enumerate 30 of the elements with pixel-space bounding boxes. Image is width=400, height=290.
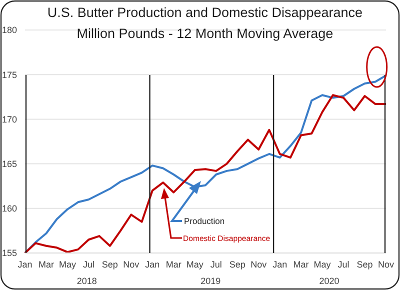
y-tick-label: 155	[2, 248, 17, 258]
x-tick-label: Mar	[293, 259, 309, 270]
x-tick-label: Sep	[229, 259, 246, 270]
x-tick-label: Jul	[338, 259, 350, 270]
x-tick-label: Mar	[166, 259, 182, 270]
y-tick-label: 175	[2, 70, 17, 80]
x-tick-label: Jul	[82, 259, 94, 270]
x-tick-label: Sep	[102, 259, 118, 270]
x-tick-label: Nov	[378, 259, 394, 270]
x-tick-label: May	[314, 259, 332, 270]
x-tick-label: Nov	[250, 259, 268, 270]
y-tick-label: 170	[2, 114, 17, 124]
chart-title: U.S. Butter Production and Domestic Disappearance	[47, 5, 363, 20]
text: 2018	[76, 276, 97, 286]
x-tick-label: Jan	[272, 259, 288, 270]
text: 2020	[319, 276, 340, 286]
y-tick-label: 160	[2, 204, 17, 214]
chart-subtitle: Million Pounds - 12 Month Moving Average	[76, 26, 334, 41]
x-tick-label: Sep	[356, 259, 373, 270]
text: Production	[184, 216, 225, 226]
x-tick-label: Nov	[123, 259, 140, 270]
x-tick-label: May	[186, 259, 204, 270]
y-tick-label: 165	[2, 158, 17, 169]
text: 2019	[200, 276, 221, 286]
x-tick-label: Jan	[145, 259, 160, 270]
y-tick-label: 180	[2, 25, 17, 36]
x-tick-label: Mar	[38, 259, 54, 270]
x-tick-label: Jan	[18, 259, 32, 270]
x-tick-label: May	[58, 259, 76, 270]
x-tick-label: Jul	[210, 259, 222, 270]
